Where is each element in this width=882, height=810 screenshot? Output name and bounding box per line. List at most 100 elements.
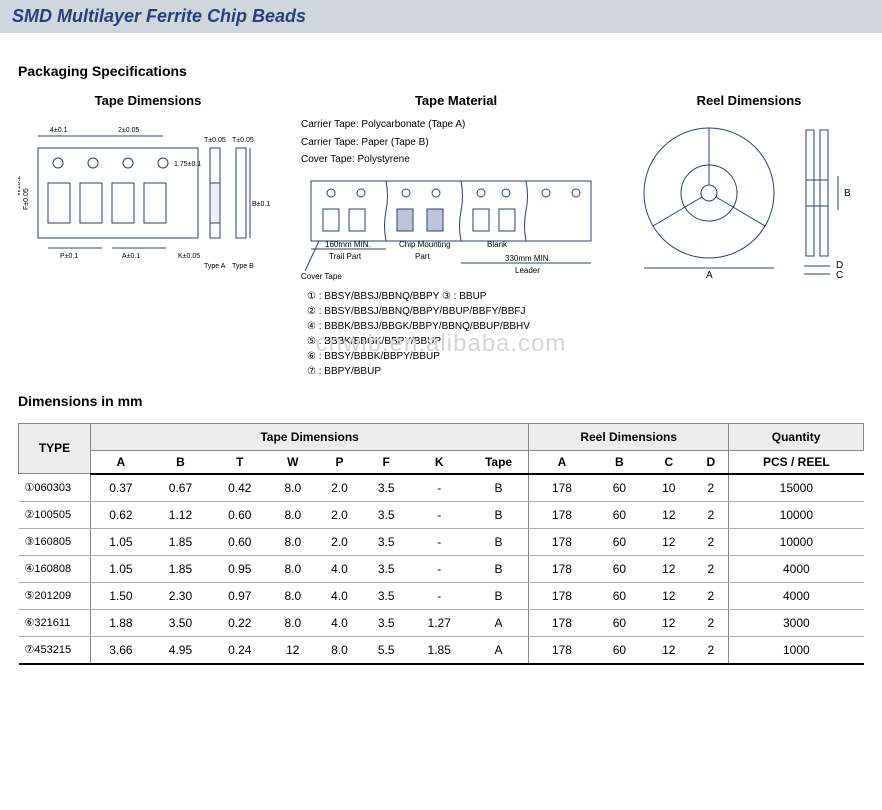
section-packaging: Packaging Specifications: [18, 63, 864, 79]
cell: 3.5: [363, 474, 410, 502]
cell: 4.0: [316, 555, 363, 582]
cell: 2.30: [151, 582, 210, 609]
cell: 60: [595, 528, 644, 555]
table-row: ②1005050.621.120.608.02.03.5-B1786012210…: [19, 501, 864, 528]
cell: 0.42: [210, 474, 269, 502]
svg-text:T±0.05: T±0.05: [204, 137, 226, 144]
cell: 8.0: [269, 609, 316, 636]
cell: 178: [529, 582, 595, 609]
reel-dimensions-diagram: A B C D: [634, 118, 864, 278]
cell: 4.0: [316, 582, 363, 609]
cell: 3.5: [363, 582, 410, 609]
dimensions-table: TYPE Tape Dimensions Reel Dimensions Qua…: [18, 423, 864, 665]
svg-text:P±0.1: P±0.1: [60, 253, 78, 260]
tape-dimensions-col: Tape Dimensions: [18, 93, 278, 278]
cell: 178: [529, 636, 595, 664]
cell: 4.0: [316, 609, 363, 636]
cell: 8.0: [269, 555, 316, 582]
cell: 1000: [729, 636, 864, 664]
cell: 0.24: [210, 636, 269, 664]
tape-material-col: Tape Material Carrier Tape: Polycarbonat…: [301, 93, 611, 379]
svg-text:Type B: Type B: [232, 263, 254, 270]
cell: 178: [529, 528, 595, 555]
th-qty-group: Quantity: [729, 423, 864, 450]
cell: 2: [693, 582, 728, 609]
code-3: ④ : BBBK/BBSJ/BBGK/BBPY/BBNQ/BBUP/BBHV: [307, 319, 530, 334]
material-line2: Carrier Tape: Paper (Tape B): [301, 136, 429, 150]
svg-text:1.75±0.1: 1.75±0.1: [174, 161, 201, 168]
cell: 1.50: [91, 582, 151, 609]
cell: 0.60: [210, 501, 269, 528]
table-row: ⑦4532153.664.950.24128.05.51.85A17860122…: [19, 636, 864, 664]
cell: 60: [595, 609, 644, 636]
cell: 0.62: [91, 501, 151, 528]
cell: 4000: [729, 582, 864, 609]
tape-dimensions-diagram: 4±0.1 2±0.05 T±0.05 T±0.05 1.75±0.1 W±0.…: [18, 118, 278, 278]
cell: 3.66: [91, 636, 151, 664]
svg-text:Blank: Blank: [487, 240, 508, 249]
code-list: ① : BBSY/BBSJ/BBNQ/BBPY ③ : BBUP ② : BBS…: [301, 289, 530, 379]
diagram-row: Tape Dimensions: [18, 93, 864, 379]
cell-type: ⑦453215: [19, 636, 91, 664]
cell: -: [410, 582, 469, 609]
cell-type: ⑤201209: [19, 582, 91, 609]
cell: 3.50: [151, 609, 210, 636]
cell: 178: [529, 474, 595, 502]
svg-text:A±0.1: A±0.1: [122, 253, 140, 260]
svg-text:D: D: [836, 260, 843, 271]
svg-text:T±0.05: T±0.05: [232, 137, 254, 144]
table-row: ④1608081.051.850.958.04.03.5-B1786012240…: [19, 555, 864, 582]
cell: 2.0: [316, 474, 363, 502]
cell: -: [410, 555, 469, 582]
cell: 15000: [729, 474, 864, 502]
svg-text:Type A: Type A: [204, 263, 226, 270]
cell: -: [410, 474, 469, 502]
cell: 60: [595, 636, 644, 664]
column-header-row: A B T W P F K Tape A B C D PCS / REEL: [19, 450, 864, 474]
svg-text:330mm MIN.: 330mm MIN.: [505, 254, 551, 263]
svg-text:2±0.05: 2±0.05: [118, 127, 139, 134]
svg-text:C: C: [836, 270, 843, 278]
svg-text:160mm MIN.: 160mm MIN.: [325, 240, 371, 249]
svg-text:F±0.05: F±0.05: [23, 188, 30, 210]
table-row: ⑤2012091.502.300.978.04.03.5-B1786012240…: [19, 582, 864, 609]
cell-type: ①060303: [19, 474, 91, 502]
cell: B: [469, 528, 529, 555]
table-row: ①0603030.370.670.428.02.03.5-B1786010215…: [19, 474, 864, 502]
cell: 0.60: [210, 528, 269, 555]
cell: 1.05: [91, 555, 151, 582]
cell: -: [410, 528, 469, 555]
cell: 1.88: [91, 609, 151, 636]
cell: 1.27: [410, 609, 469, 636]
cell: 0.97: [210, 582, 269, 609]
code-2: ② : BBSY/BBSJ/BBNQ/BBPY/BBUP/BBFY/BBFJ: [307, 304, 530, 319]
material-line3: Cover Tape: Polystyrene: [301, 153, 410, 167]
cell: 60: [595, 474, 644, 502]
cell: 3.5: [363, 555, 410, 582]
svg-text:Leader: Leader: [515, 266, 540, 275]
cell: 4000: [729, 555, 864, 582]
cell: 60: [595, 582, 644, 609]
cell: 3.5: [363, 528, 410, 555]
code-1: ① : BBSY/BBSJ/BBNQ/BBPY ③ : BBUP: [307, 289, 530, 304]
cell: 2.0: [316, 501, 363, 528]
svg-text:W±0.2: W±0.2: [18, 176, 22, 196]
cell: 3.5: [363, 609, 410, 636]
cell-type: ②100505: [19, 501, 91, 528]
cell: 8.0: [269, 501, 316, 528]
svg-text:Trail Part: Trail Part: [329, 252, 362, 261]
cell: 2: [693, 501, 728, 528]
cell: 12: [269, 636, 316, 664]
cell: 178: [529, 501, 595, 528]
cell: 1.05: [91, 528, 151, 555]
code-5: ⑥ : BBSY/BBBK/BBPY/BBUP: [307, 349, 530, 364]
cell: 0.67: [151, 474, 210, 502]
cell: -: [410, 501, 469, 528]
cell: 12: [644, 609, 693, 636]
cell: 2: [693, 609, 728, 636]
cell-type: ⑥321611: [19, 609, 91, 636]
cell: 2: [693, 474, 728, 502]
svg-text:Cover Tape: Cover Tape: [301, 272, 342, 281]
code-6: ⑦ : BBPY/BBUP: [307, 364, 530, 379]
cell: B: [469, 474, 529, 502]
